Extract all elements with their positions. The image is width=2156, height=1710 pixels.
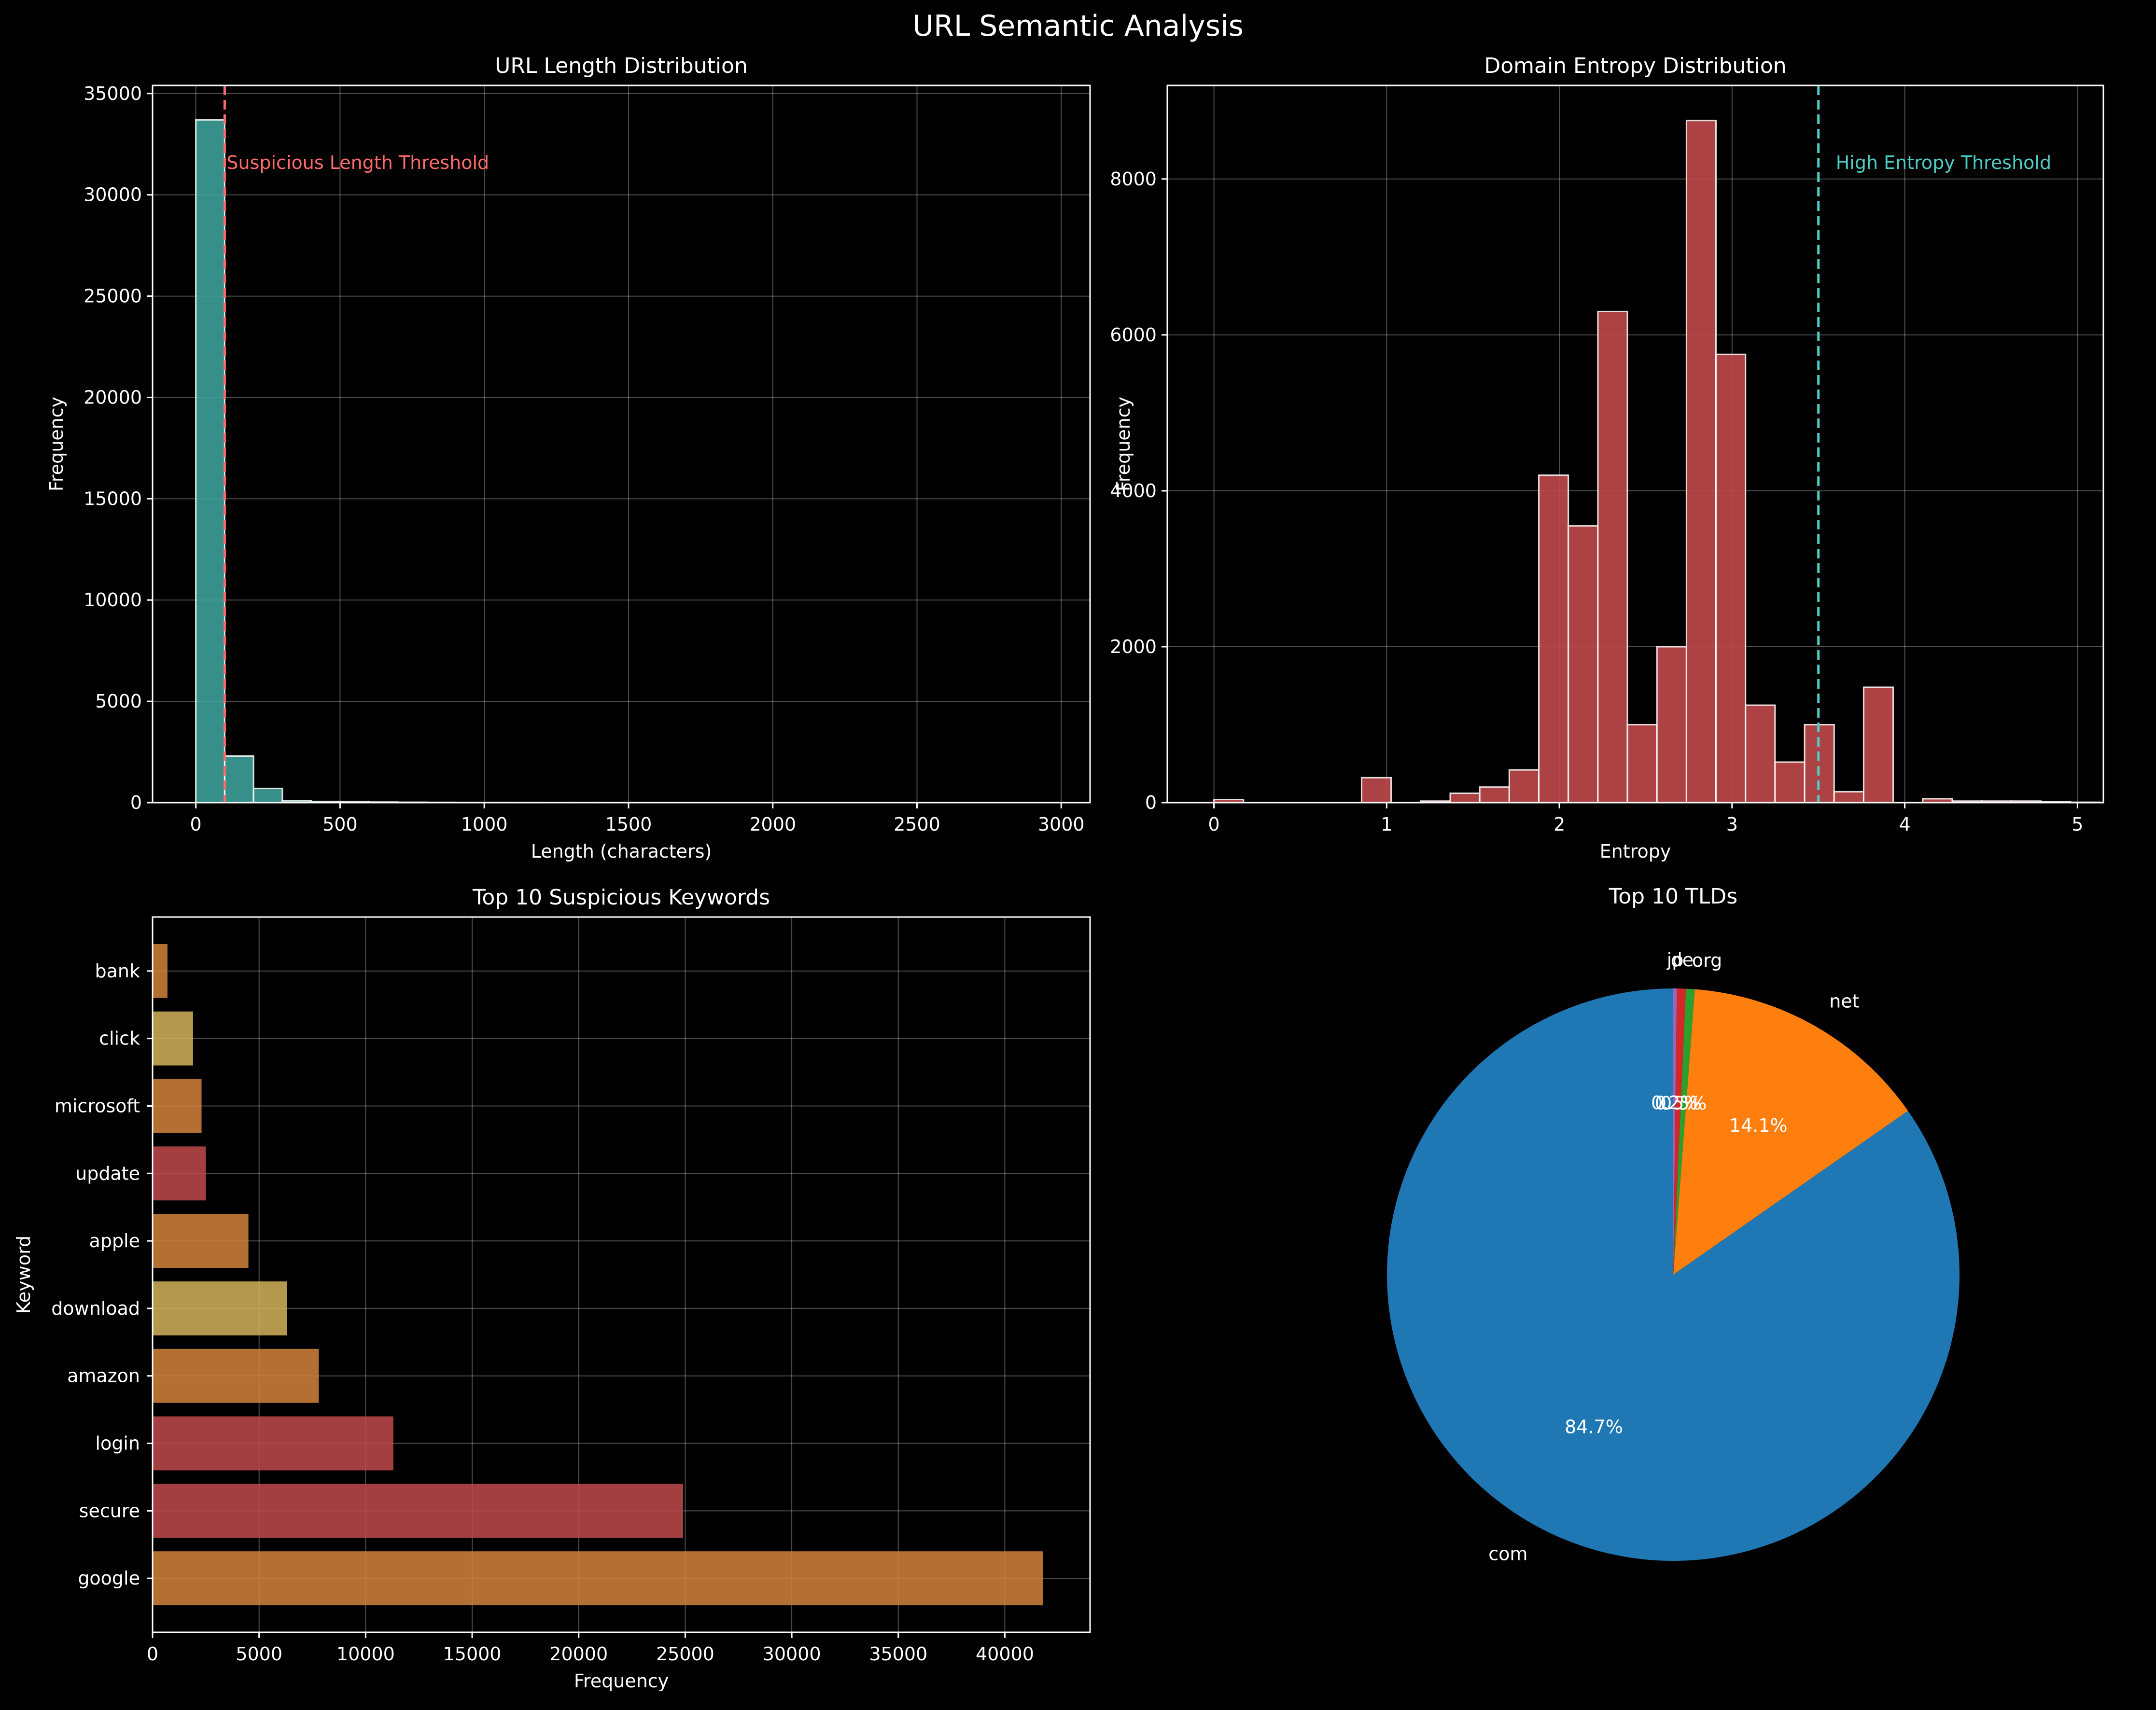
x-tick-label: 10000: [336, 1643, 395, 1665]
pie-pct-label: 84.7%: [1565, 1416, 1623, 1437]
keyword-bar: [153, 1012, 193, 1066]
chart-title: Top 10 TLDs: [1609, 884, 1737, 909]
pie-pct-label: 0.2%: [1651, 1092, 1698, 1113]
y-tick-label: 5000: [95, 691, 142, 712]
keyword-label: microsoft: [55, 1095, 140, 1116]
pie-pct-label: 14.1%: [1729, 1115, 1788, 1136]
keyword-label: amazon: [67, 1365, 140, 1387]
keyword-label: secure: [79, 1500, 140, 1521]
x-tick-label: 0: [147, 1643, 158, 1665]
histogram-bar: [1509, 770, 1539, 803]
keyword-bar: [153, 1417, 393, 1471]
x-tick-label: 2000: [749, 814, 796, 835]
x-tick-label: 0: [190, 814, 202, 835]
chart-title: URL Length Distribution: [495, 54, 748, 78]
x-tick-label: 2500: [894, 814, 940, 835]
histogram-bar: [1568, 526, 1598, 803]
histogram-bar: [1450, 793, 1480, 803]
histogram-bar: [1716, 354, 1746, 803]
keyword-bar: [153, 1214, 249, 1268]
x-tick-label: 2: [1554, 814, 1565, 835]
keyword-bar: [153, 944, 168, 998]
y-tick-label: 20000: [84, 387, 142, 408]
x-tick-label: 40000: [976, 1643, 1034, 1665]
x-axis-label: Length (characters): [531, 841, 712, 862]
histogram-bar: [1863, 687, 1893, 803]
keyword-label: click: [99, 1028, 140, 1049]
pie-label: jp: [1666, 949, 1684, 971]
x-tick-label: 35000: [869, 1643, 927, 1665]
x-tick-label: 30000: [763, 1643, 821, 1665]
y-tick-label: 0: [1145, 792, 1157, 813]
x-tick-label: 500: [322, 814, 358, 835]
y-tick-label: 6000: [1110, 324, 1157, 346]
pie-label: net: [1829, 990, 1859, 1012]
histogram-bar: [1480, 787, 1509, 803]
y-tick-label: 25000: [84, 286, 142, 307]
y-tick-label: 35000: [84, 83, 142, 104]
x-tick-label: 3000: [1038, 814, 1085, 835]
histogram-bar: [1834, 792, 1863, 803]
x-axis-label: Frequency: [574, 1670, 669, 1692]
x-tick-label: 4: [1899, 814, 1910, 835]
x-tick-label: 0: [1208, 814, 1219, 835]
pie-label: org: [1692, 950, 1722, 971]
threshold-label: High Entropy Threshold: [1836, 152, 2051, 173]
keyword-label: update: [75, 1163, 140, 1184]
keyword-bar: [153, 1281, 287, 1335]
y-tick-label: 0: [130, 792, 142, 813]
x-tick-label: 20000: [549, 1643, 608, 1665]
x-tick-label: 5000: [236, 1643, 282, 1665]
y-axis-label: Keyword: [13, 1236, 34, 1314]
x-tick-label: 1500: [605, 814, 652, 835]
figure-title: URL Semantic Analysis: [912, 9, 1244, 43]
keyword-bar: [153, 1349, 319, 1403]
histogram-bar: [1657, 647, 1686, 803]
histogram-bar: [1361, 778, 1391, 803]
x-tick-label: 1000: [461, 814, 508, 835]
y-tick-label: 2000: [1110, 636, 1157, 657]
histogram-bar: [1775, 762, 1805, 803]
x-tick-label: 5: [2072, 814, 2083, 835]
histogram-bar: [1805, 724, 1834, 803]
histogram-bar: [1686, 121, 1716, 803]
histogram-bar: [196, 120, 225, 803]
y-tick-label: 10000: [84, 589, 142, 611]
y-axis-label: Frequency: [1113, 397, 1134, 491]
keyword-bar: [153, 1079, 202, 1133]
histogram-bar: [224, 756, 253, 803]
histogram-bar: [1627, 724, 1657, 803]
histogram-bar: [253, 789, 282, 803]
keyword-label: download: [51, 1298, 140, 1319]
keyword-label: apple: [89, 1230, 140, 1251]
histogram-bar: [1598, 311, 1627, 803]
keyword-bar: [153, 1146, 206, 1200]
x-tick-label: 15000: [443, 1643, 502, 1665]
histogram-bar: [1539, 475, 1568, 803]
keyword-label: login: [95, 1433, 140, 1454]
chart-title: Domain Entropy Distribution: [1484, 54, 1786, 78]
histogram-bar: [1746, 705, 1775, 803]
x-tick-label: 3: [1726, 814, 1738, 835]
keyword-label: google: [78, 1568, 140, 1589]
pie-label: com: [1488, 1543, 1527, 1564]
threshold-label: Suspicious Length Threshold: [226, 152, 489, 173]
x-tick-label: 25000: [656, 1643, 714, 1665]
chart-title: Top 10 Suspicious Keywords: [472, 885, 770, 910]
x-axis-label: Entropy: [1600, 841, 1671, 862]
y-tick-label: 30000: [84, 184, 142, 206]
y-axis-label: Frequency: [46, 397, 67, 491]
keyword-label: bank: [95, 960, 140, 982]
keyword-bar: [153, 1551, 1043, 1605]
y-tick-label: 15000: [84, 488, 142, 509]
keyword-bar: [153, 1484, 683, 1538]
y-tick-label: 8000: [1110, 168, 1157, 190]
x-tick-label: 1: [1381, 814, 1392, 835]
